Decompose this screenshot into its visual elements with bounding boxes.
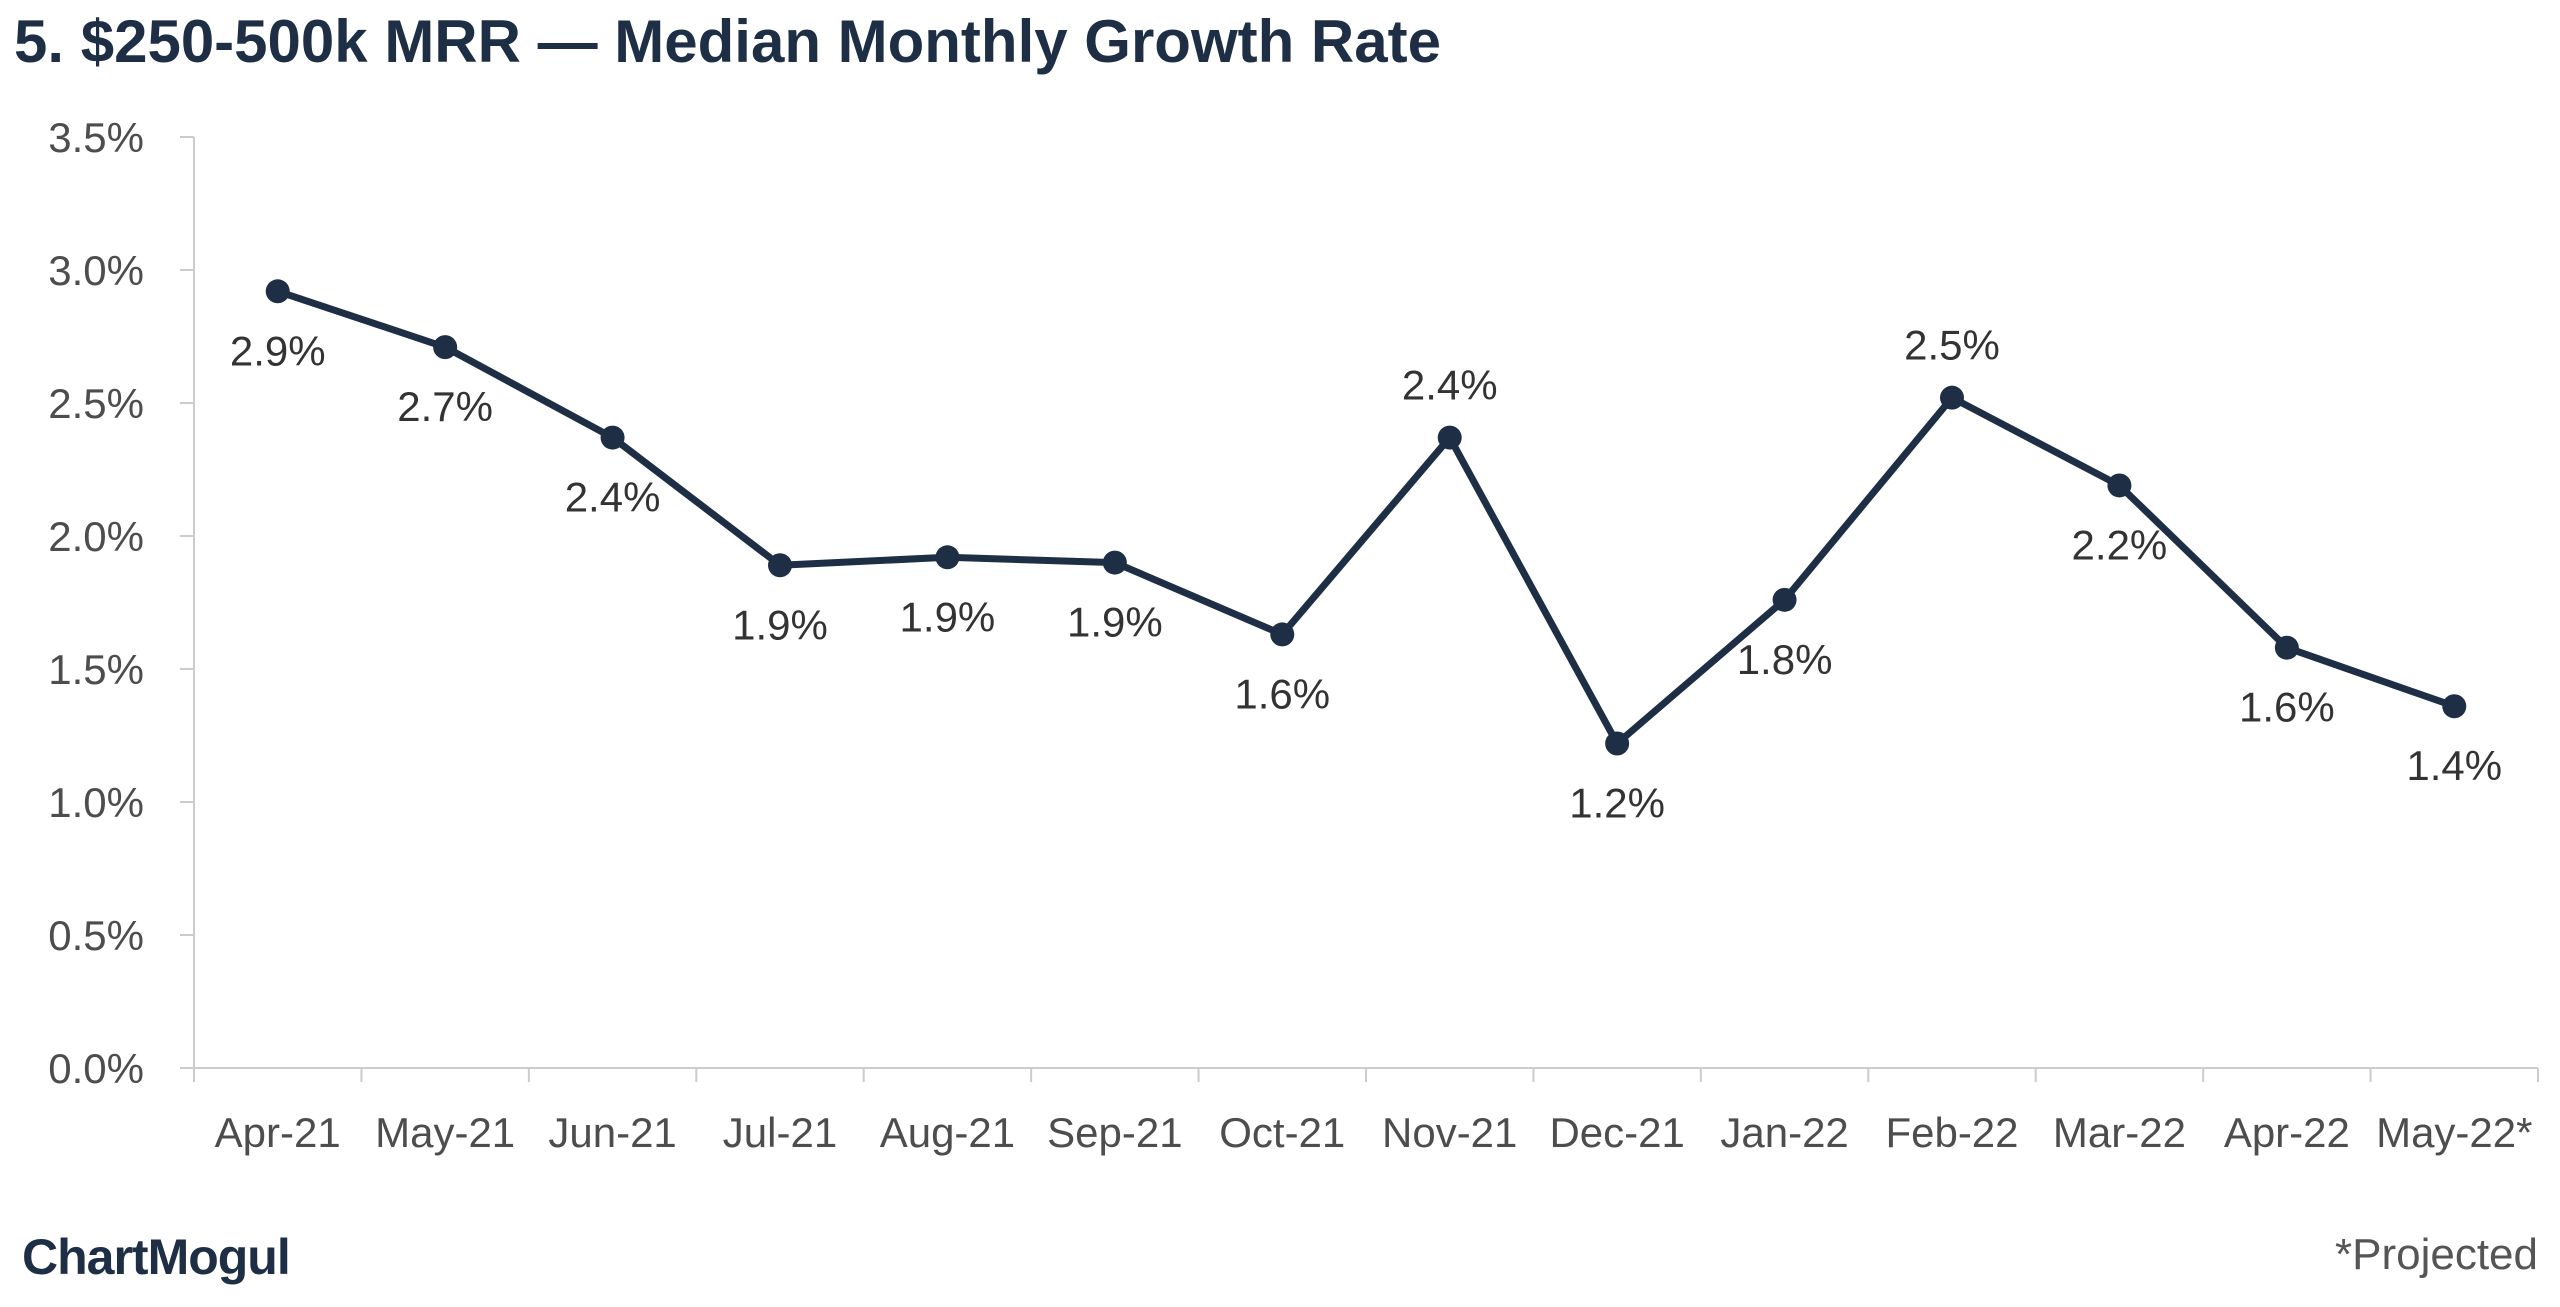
y-tick-label: 1.0% bbox=[48, 779, 144, 826]
x-tick-label: Jul-21 bbox=[723, 1109, 837, 1156]
data-label: 1.8% bbox=[1737, 636, 1833, 683]
data-label: 2.4% bbox=[565, 474, 661, 521]
series-line bbox=[274, 287, 2458, 747]
x-tick-label: Aug-21 bbox=[880, 1109, 1015, 1156]
chart-axes bbox=[193, 137, 2538, 1069]
x-tick-label: Mar-22 bbox=[2053, 1109, 2186, 1156]
y-tick-label: 0.0% bbox=[48, 1045, 144, 1092]
data-point bbox=[2274, 635, 2299, 660]
data-label: 2.9% bbox=[230, 327, 326, 374]
y-tick-label: 3.0% bbox=[48, 247, 144, 294]
data-label: 1.4% bbox=[2406, 742, 2502, 789]
series-line-group bbox=[274, 287, 2458, 747]
data-point bbox=[600, 425, 625, 450]
data-point bbox=[1270, 622, 1295, 647]
y-tick-label: 0.5% bbox=[48, 912, 144, 959]
data-label: 1.2% bbox=[1569, 779, 1665, 826]
x-tick-label: Feb-22 bbox=[1885, 1109, 2018, 1156]
data-labels: 2.9% 2.7% 2.4% 1.9% 1.9% 1.9% 1.6% 2.4% 1.2% 1.8%… bbox=[230, 322, 2502, 827]
data-point bbox=[768, 553, 792, 578]
page-title: 5. $250-500k MRR — Median Monthly Growth… bbox=[14, 8, 1441, 75]
y-tick-label: 3.5% bbox=[48, 114, 144, 161]
data-point bbox=[433, 335, 458, 360]
data-point bbox=[1102, 550, 1127, 575]
data-label: 2.2% bbox=[2072, 521, 2168, 568]
x-tick-label: May-22* bbox=[2376, 1109, 2532, 1156]
x-tick-label: Nov-21 bbox=[1382, 1109, 1517, 1156]
data-points bbox=[265, 279, 2467, 756]
chartmogul-logo: ChartMogul bbox=[22, 1229, 291, 1285]
data-point bbox=[265, 279, 290, 304]
data-point bbox=[2107, 473, 2132, 498]
data-label: 2.5% bbox=[1904, 322, 2000, 369]
data-point bbox=[1605, 731, 1630, 756]
y-tick-label: 2.0% bbox=[48, 513, 144, 560]
x-tick-label: Apr-21 bbox=[215, 1109, 341, 1156]
data-label: 2.7% bbox=[397, 383, 493, 430]
data-label: 1.6% bbox=[1234, 670, 1330, 717]
x-tick-label: Oct-21 bbox=[1219, 1109, 1345, 1156]
x-axis-ticks: Apr-21 May-21 Jun-21 Jul-21 Aug-21 Sep-21 Oct-… bbox=[193, 1068, 2539, 1156]
projected-footnote: *Projected bbox=[2334, 1230, 2538, 1279]
data-point bbox=[2442, 694, 2467, 719]
x-tick-label: Dec-21 bbox=[1549, 1109, 1684, 1156]
data-label: 2.4% bbox=[1402, 362, 1498, 409]
data-label: 1.9% bbox=[900, 593, 996, 640]
data-point bbox=[1772, 587, 1797, 612]
data-point bbox=[1940, 385, 1964, 410]
x-tick-label: Jan-22 bbox=[1720, 1109, 1848, 1156]
x-tick-label: Sep-21 bbox=[1047, 1109, 1182, 1156]
data-point bbox=[1437, 425, 1462, 450]
data-point bbox=[935, 545, 960, 570]
data-label: 1.6% bbox=[2239, 684, 2335, 731]
x-tick-label: Jun-21 bbox=[548, 1109, 676, 1156]
x-tick-label: May-21 bbox=[375, 1109, 515, 1156]
y-axis-ticks: 0.0% 0.5% 1.0% 1.5% 2.0% 2.5% 3.0% 3.5% bbox=[48, 114, 194, 1092]
x-tick-label: Apr-22 bbox=[2224, 1109, 2350, 1156]
data-label: 1.9% bbox=[1067, 599, 1163, 646]
y-tick-label: 1.5% bbox=[48, 646, 144, 693]
data-label: 1.9% bbox=[732, 601, 828, 648]
y-tick-label: 2.5% bbox=[48, 380, 144, 427]
